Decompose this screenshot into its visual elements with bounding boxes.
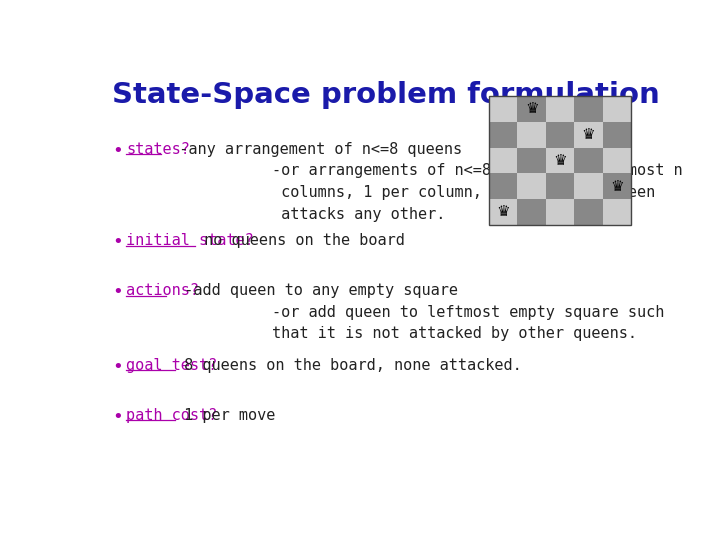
Text: -or arrangements of n<=8 queens in leftmost n: -or arrangements of n<=8 queens in leftm… — [126, 163, 683, 178]
Text: states?: states? — [126, 141, 190, 157]
Bar — [489, 199, 518, 225]
Bar — [575, 199, 603, 225]
Text: •: • — [112, 283, 123, 301]
Bar — [603, 199, 631, 225]
Text: •: • — [112, 358, 123, 376]
Bar — [518, 96, 546, 122]
Text: -or add queen to leftmost empty square such: -or add queen to leftmost empty square s… — [126, 305, 665, 320]
Bar — [575, 96, 603, 122]
Text: -any arrangement of n<=8 queens: -any arrangement of n<=8 queens — [161, 141, 462, 157]
Bar — [518, 122, 546, 147]
Bar — [546, 173, 575, 199]
Text: ♛: ♛ — [525, 102, 539, 117]
Text: actions?: actions? — [126, 283, 199, 298]
Text: •: • — [112, 233, 123, 251]
Bar — [546, 199, 575, 225]
Text: 1 per move: 1 per move — [176, 408, 276, 423]
Bar — [489, 147, 518, 173]
Text: ♛: ♛ — [496, 205, 510, 219]
Bar — [518, 147, 546, 173]
Bar — [518, 173, 546, 199]
Bar — [518, 199, 546, 225]
Bar — [489, 96, 631, 225]
Bar — [603, 173, 631, 199]
Bar — [575, 147, 603, 173]
Text: attacks any other.: attacks any other. — [126, 207, 446, 221]
Text: •: • — [112, 141, 123, 160]
Bar — [489, 173, 518, 199]
Text: ♛: ♛ — [553, 153, 567, 168]
Bar — [603, 96, 631, 122]
Bar — [546, 96, 575, 122]
Text: initial state?: initial state? — [126, 233, 254, 248]
Bar — [489, 96, 518, 122]
Text: 8 queens on the board, none attacked.: 8 queens on the board, none attacked. — [176, 358, 522, 373]
Bar — [489, 122, 518, 147]
Text: that it is not attacked by other queens.: that it is not attacked by other queens. — [126, 326, 637, 341]
Text: no queens on the board: no queens on the board — [195, 233, 405, 248]
Text: ♛: ♛ — [611, 179, 624, 194]
Bar — [575, 122, 603, 147]
Bar — [575, 173, 603, 199]
Text: -add queen to any empty square: -add queen to any empty square — [166, 283, 457, 298]
Text: columns, 1 per column, such that no queen: columns, 1 per column, such that no quee… — [126, 185, 655, 200]
Text: •: • — [112, 408, 123, 426]
Bar — [546, 122, 575, 147]
Bar — [603, 147, 631, 173]
Bar — [546, 147, 575, 173]
Text: goal test?: goal test? — [126, 358, 217, 373]
Text: ♛: ♛ — [582, 127, 595, 142]
Text: State-Space problem formulation: State-Space problem formulation — [112, 82, 660, 110]
Text: path cost?: path cost? — [126, 408, 217, 423]
Bar — [603, 122, 631, 147]
